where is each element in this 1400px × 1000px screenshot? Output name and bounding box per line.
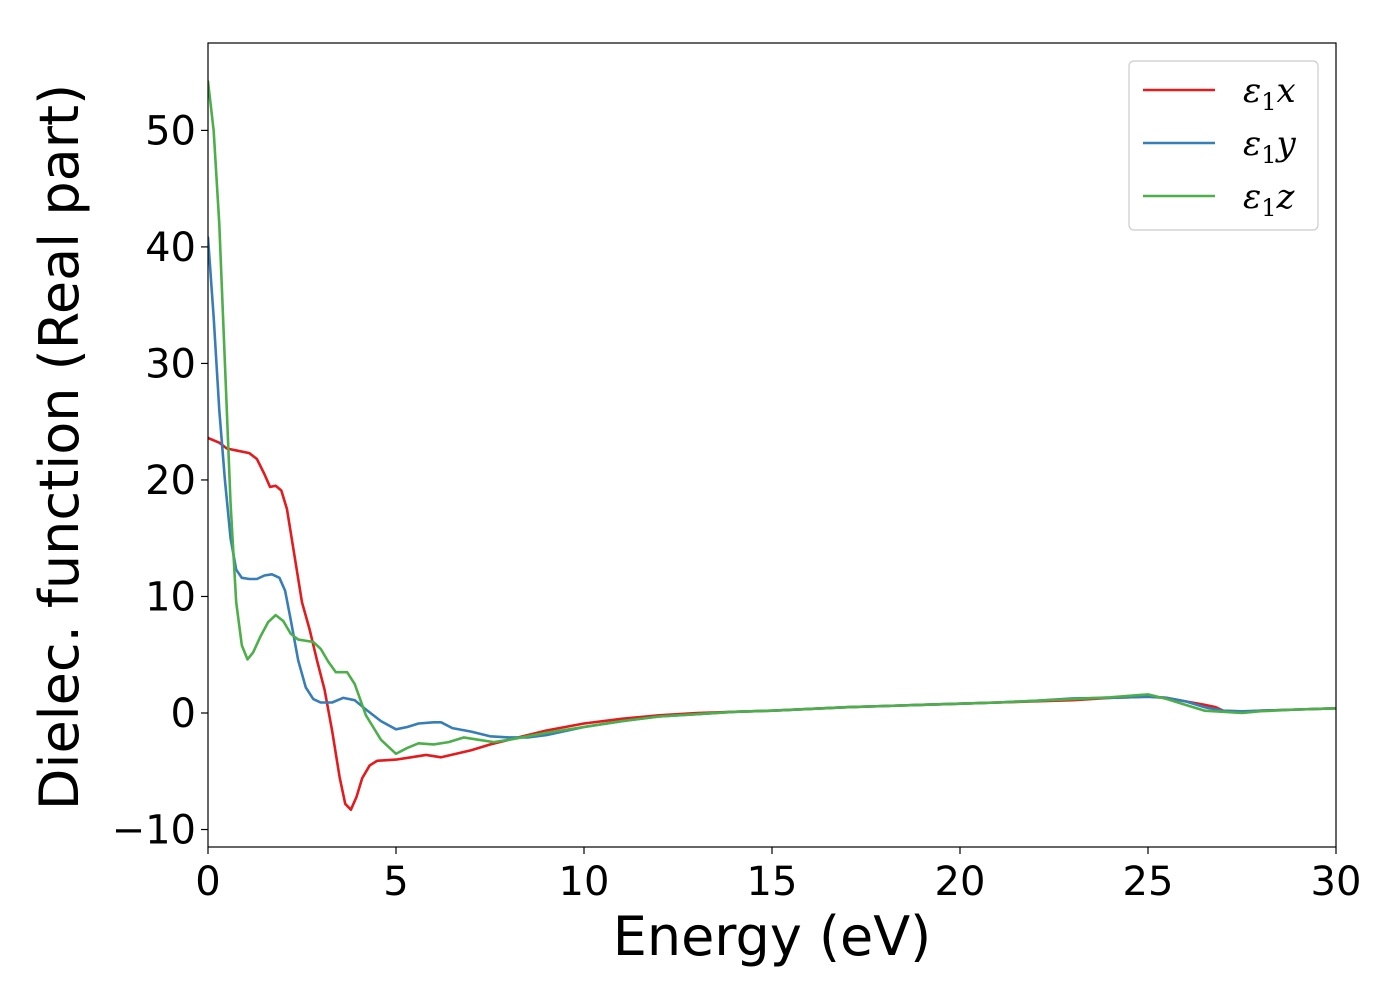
legend-box (1128, 60, 1319, 231)
y-tick-label: 50 (145, 108, 196, 154)
legend-label-y: ε1y (1243, 124, 1297, 169)
y-tick-label: 20 (145, 458, 196, 504)
y-tick-label: 40 (145, 225, 196, 271)
legend: ε1x ε1y ε1z (1128, 60, 1319, 231)
x-tick-label: 25 (1123, 859, 1174, 905)
x-axis-title: Energy (eV) (613, 905, 932, 968)
x-tick-label: 15 (747, 859, 798, 905)
x-tick-label: 0 (195, 859, 220, 905)
series-layer (208, 80, 1336, 812)
series-line-z (208, 80, 1336, 756)
x-tick-label: 30 (1311, 859, 1362, 905)
x-tick-label: 10 (559, 859, 610, 905)
legend-label-x: ε1x (1243, 71, 1296, 116)
y-axis-title: Dielec. function (Real part) (28, 84, 91, 810)
y-tick-label: 30 (145, 341, 196, 387)
x-tick-label: 5 (383, 859, 408, 905)
x-tick-label: 20 (935, 859, 986, 905)
y-tick-label: −10 (112, 808, 196, 854)
x-axis-ticks: 0 5 10 15 20 25 30 (195, 847, 1361, 905)
y-tick-label: 10 (145, 574, 196, 620)
y-tick-label: 0 (171, 691, 196, 737)
legend-label-z: ε1z (1243, 177, 1296, 222)
y-axis-ticks: −10 0 10 20 30 40 50 (112, 108, 208, 854)
